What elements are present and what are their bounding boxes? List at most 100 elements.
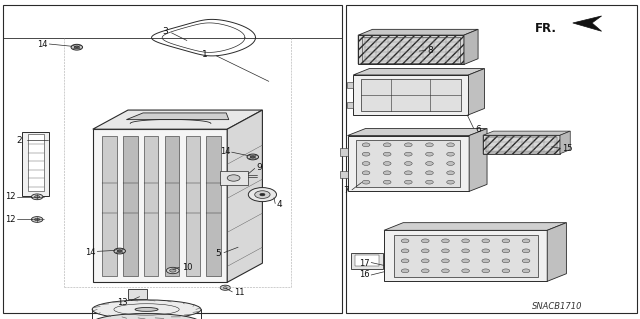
Polygon shape xyxy=(164,136,179,276)
Bar xyxy=(346,5,637,313)
Circle shape xyxy=(35,196,40,198)
Circle shape xyxy=(401,259,409,263)
Circle shape xyxy=(426,171,433,175)
Circle shape xyxy=(166,267,179,274)
Circle shape xyxy=(482,269,490,273)
Bar xyxy=(348,136,469,191)
Polygon shape xyxy=(93,110,262,129)
Circle shape xyxy=(362,162,370,165)
Circle shape xyxy=(422,239,429,243)
Bar xyxy=(362,37,460,63)
Circle shape xyxy=(522,259,530,263)
Text: FR.: FR. xyxy=(535,22,557,35)
Circle shape xyxy=(422,249,429,253)
Circle shape xyxy=(447,162,454,165)
Polygon shape xyxy=(28,134,44,191)
Circle shape xyxy=(482,259,490,263)
Circle shape xyxy=(250,156,255,158)
Circle shape xyxy=(362,171,370,175)
Circle shape xyxy=(522,239,530,243)
Text: 10: 10 xyxy=(182,263,193,272)
Circle shape xyxy=(362,143,370,147)
Circle shape xyxy=(522,269,530,273)
Circle shape xyxy=(462,269,470,273)
Circle shape xyxy=(404,171,412,175)
Text: 14: 14 xyxy=(38,40,48,48)
Circle shape xyxy=(462,259,470,263)
Circle shape xyxy=(404,143,412,147)
Circle shape xyxy=(383,152,391,156)
Polygon shape xyxy=(206,136,221,276)
Circle shape xyxy=(401,239,409,243)
Text: SNACB1710: SNACB1710 xyxy=(532,302,582,311)
Polygon shape xyxy=(353,69,484,75)
Circle shape xyxy=(482,249,490,253)
Circle shape xyxy=(71,44,83,50)
Polygon shape xyxy=(220,171,248,185)
Polygon shape xyxy=(573,16,602,31)
Bar xyxy=(353,75,468,115)
Circle shape xyxy=(362,152,370,156)
Circle shape xyxy=(426,180,433,184)
Bar xyxy=(486,137,557,152)
Circle shape xyxy=(170,269,176,272)
Circle shape xyxy=(442,269,449,273)
Polygon shape xyxy=(128,289,147,299)
Bar xyxy=(384,230,547,281)
Polygon shape xyxy=(227,110,262,282)
Polygon shape xyxy=(93,129,227,282)
Polygon shape xyxy=(340,171,348,179)
Circle shape xyxy=(362,180,370,184)
Text: 11: 11 xyxy=(234,288,244,297)
Circle shape xyxy=(462,249,470,253)
Circle shape xyxy=(426,162,433,165)
Text: 16: 16 xyxy=(359,271,370,279)
Text: 12: 12 xyxy=(6,192,16,201)
Text: 9: 9 xyxy=(256,163,262,172)
Circle shape xyxy=(422,269,429,273)
Polygon shape xyxy=(464,29,478,64)
Polygon shape xyxy=(547,223,566,281)
Text: 8: 8 xyxy=(428,46,433,55)
Text: 14: 14 xyxy=(220,147,230,156)
Circle shape xyxy=(35,218,40,221)
Circle shape xyxy=(502,239,509,243)
Bar xyxy=(394,235,538,277)
Text: 4: 4 xyxy=(276,200,282,209)
Circle shape xyxy=(383,171,391,175)
Polygon shape xyxy=(358,29,478,35)
Circle shape xyxy=(227,175,240,181)
Bar xyxy=(358,35,464,64)
Polygon shape xyxy=(351,253,383,269)
Circle shape xyxy=(404,152,412,156)
Polygon shape xyxy=(384,223,566,230)
Bar xyxy=(3,5,342,313)
Bar xyxy=(358,35,464,64)
Polygon shape xyxy=(340,149,348,156)
Circle shape xyxy=(442,239,449,243)
Circle shape xyxy=(522,249,530,253)
Polygon shape xyxy=(144,136,159,276)
Polygon shape xyxy=(102,136,117,276)
Circle shape xyxy=(447,143,454,147)
Polygon shape xyxy=(468,69,484,115)
Circle shape xyxy=(482,239,490,243)
Circle shape xyxy=(442,259,449,263)
Ellipse shape xyxy=(92,300,201,319)
Text: 7: 7 xyxy=(343,186,349,195)
Circle shape xyxy=(114,248,125,254)
Bar xyxy=(356,140,460,187)
Bar xyxy=(483,135,560,154)
Polygon shape xyxy=(468,82,475,88)
Circle shape xyxy=(404,162,412,165)
Circle shape xyxy=(447,180,454,184)
Circle shape xyxy=(462,239,470,243)
Text: 12: 12 xyxy=(6,215,16,224)
Circle shape xyxy=(502,269,509,273)
Circle shape xyxy=(447,171,454,175)
Polygon shape xyxy=(483,131,570,135)
Circle shape xyxy=(426,152,433,156)
Text: 1: 1 xyxy=(202,50,208,59)
Bar xyxy=(361,79,461,111)
Circle shape xyxy=(401,269,409,273)
